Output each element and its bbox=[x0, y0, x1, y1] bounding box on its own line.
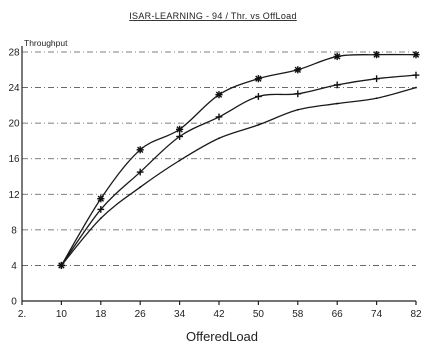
y-tick-label: 28 bbox=[8, 48, 20, 59]
series-3-point bbox=[296, 108, 299, 111]
grid bbox=[22, 51, 416, 266]
x-tick-label: 10 bbox=[56, 309, 68, 320]
series-2-point bbox=[373, 75, 380, 83]
series-3-point bbox=[257, 124, 260, 126]
series-1-point bbox=[254, 75, 262, 83]
x-tick-label: 58 bbox=[292, 309, 304, 320]
y-tick-labels: 0 4 8 12 16 20 24 28 bbox=[8, 48, 20, 308]
y-tick-label: 0 bbox=[11, 297, 17, 308]
series-3-point bbox=[336, 102, 339, 105]
series-1-point bbox=[333, 52, 341, 61]
axes bbox=[21, 46, 417, 305]
series-3-point bbox=[218, 137, 220, 140]
series-3-line bbox=[60, 86, 417, 266]
series-1-point bbox=[294, 66, 302, 74]
series-1-point bbox=[97, 195, 105, 203]
x-tick-label: 34 bbox=[174, 309, 186, 320]
x-axis-label: OfferedLoad bbox=[186, 329, 258, 344]
series bbox=[57, 51, 420, 270]
series-1-line bbox=[60, 53, 417, 266]
y-tick-label: 20 bbox=[8, 119, 20, 130]
series-1-point bbox=[373, 51, 381, 59]
x-tick-label: 74 bbox=[371, 309, 383, 320]
x-tick-label: 2. bbox=[18, 309, 26, 320]
series-2-point bbox=[215, 113, 223, 121]
series-3-point bbox=[60, 264, 63, 267]
series-2-point bbox=[333, 81, 341, 89]
series-2-line bbox=[60, 74, 417, 266]
series-1-point bbox=[136, 146, 144, 154]
series-3-point bbox=[375, 97, 378, 100]
series-2-point bbox=[412, 71, 420, 79]
series-2-point bbox=[176, 133, 183, 140]
series-2-point bbox=[97, 206, 105, 213]
y-tick-label: 8 bbox=[11, 225, 17, 236]
x-tick-label: 42 bbox=[213, 309, 225, 320]
series-1-point bbox=[215, 91, 223, 99]
x-tick-label: 66 bbox=[332, 309, 344, 320]
series-2-point bbox=[255, 93, 262, 100]
series-3-point bbox=[415, 86, 417, 89]
y-tick-label: 16 bbox=[8, 154, 20, 165]
series-3-point bbox=[139, 186, 142, 189]
x-tick-label: 26 bbox=[135, 309, 147, 320]
x-tick-label: 18 bbox=[95, 309, 107, 320]
x-tick-label: 50 bbox=[253, 309, 265, 320]
series-2-point bbox=[136, 168, 144, 176]
series-1-point bbox=[412, 51, 420, 59]
y-tick-label: 24 bbox=[8, 83, 20, 94]
y-axis-label: Throughput bbox=[24, 38, 68, 48]
y-tick-label: 12 bbox=[8, 190, 20, 201]
series-3-point bbox=[99, 217, 102, 220]
y-tick-label: 4 bbox=[11, 261, 17, 272]
chart-title: ISAR-LEARNING - 94 / Thr. vs OffLoad bbox=[129, 11, 297, 21]
x-tick-label: 82 bbox=[410, 309, 422, 320]
series-3-point bbox=[178, 159, 181, 162]
series-2-point bbox=[294, 90, 302, 98]
x-tick-labels: 2. 10 18 26 34 42 50 58 66 74 82 bbox=[18, 309, 422, 320]
series-1-point bbox=[176, 125, 184, 133]
